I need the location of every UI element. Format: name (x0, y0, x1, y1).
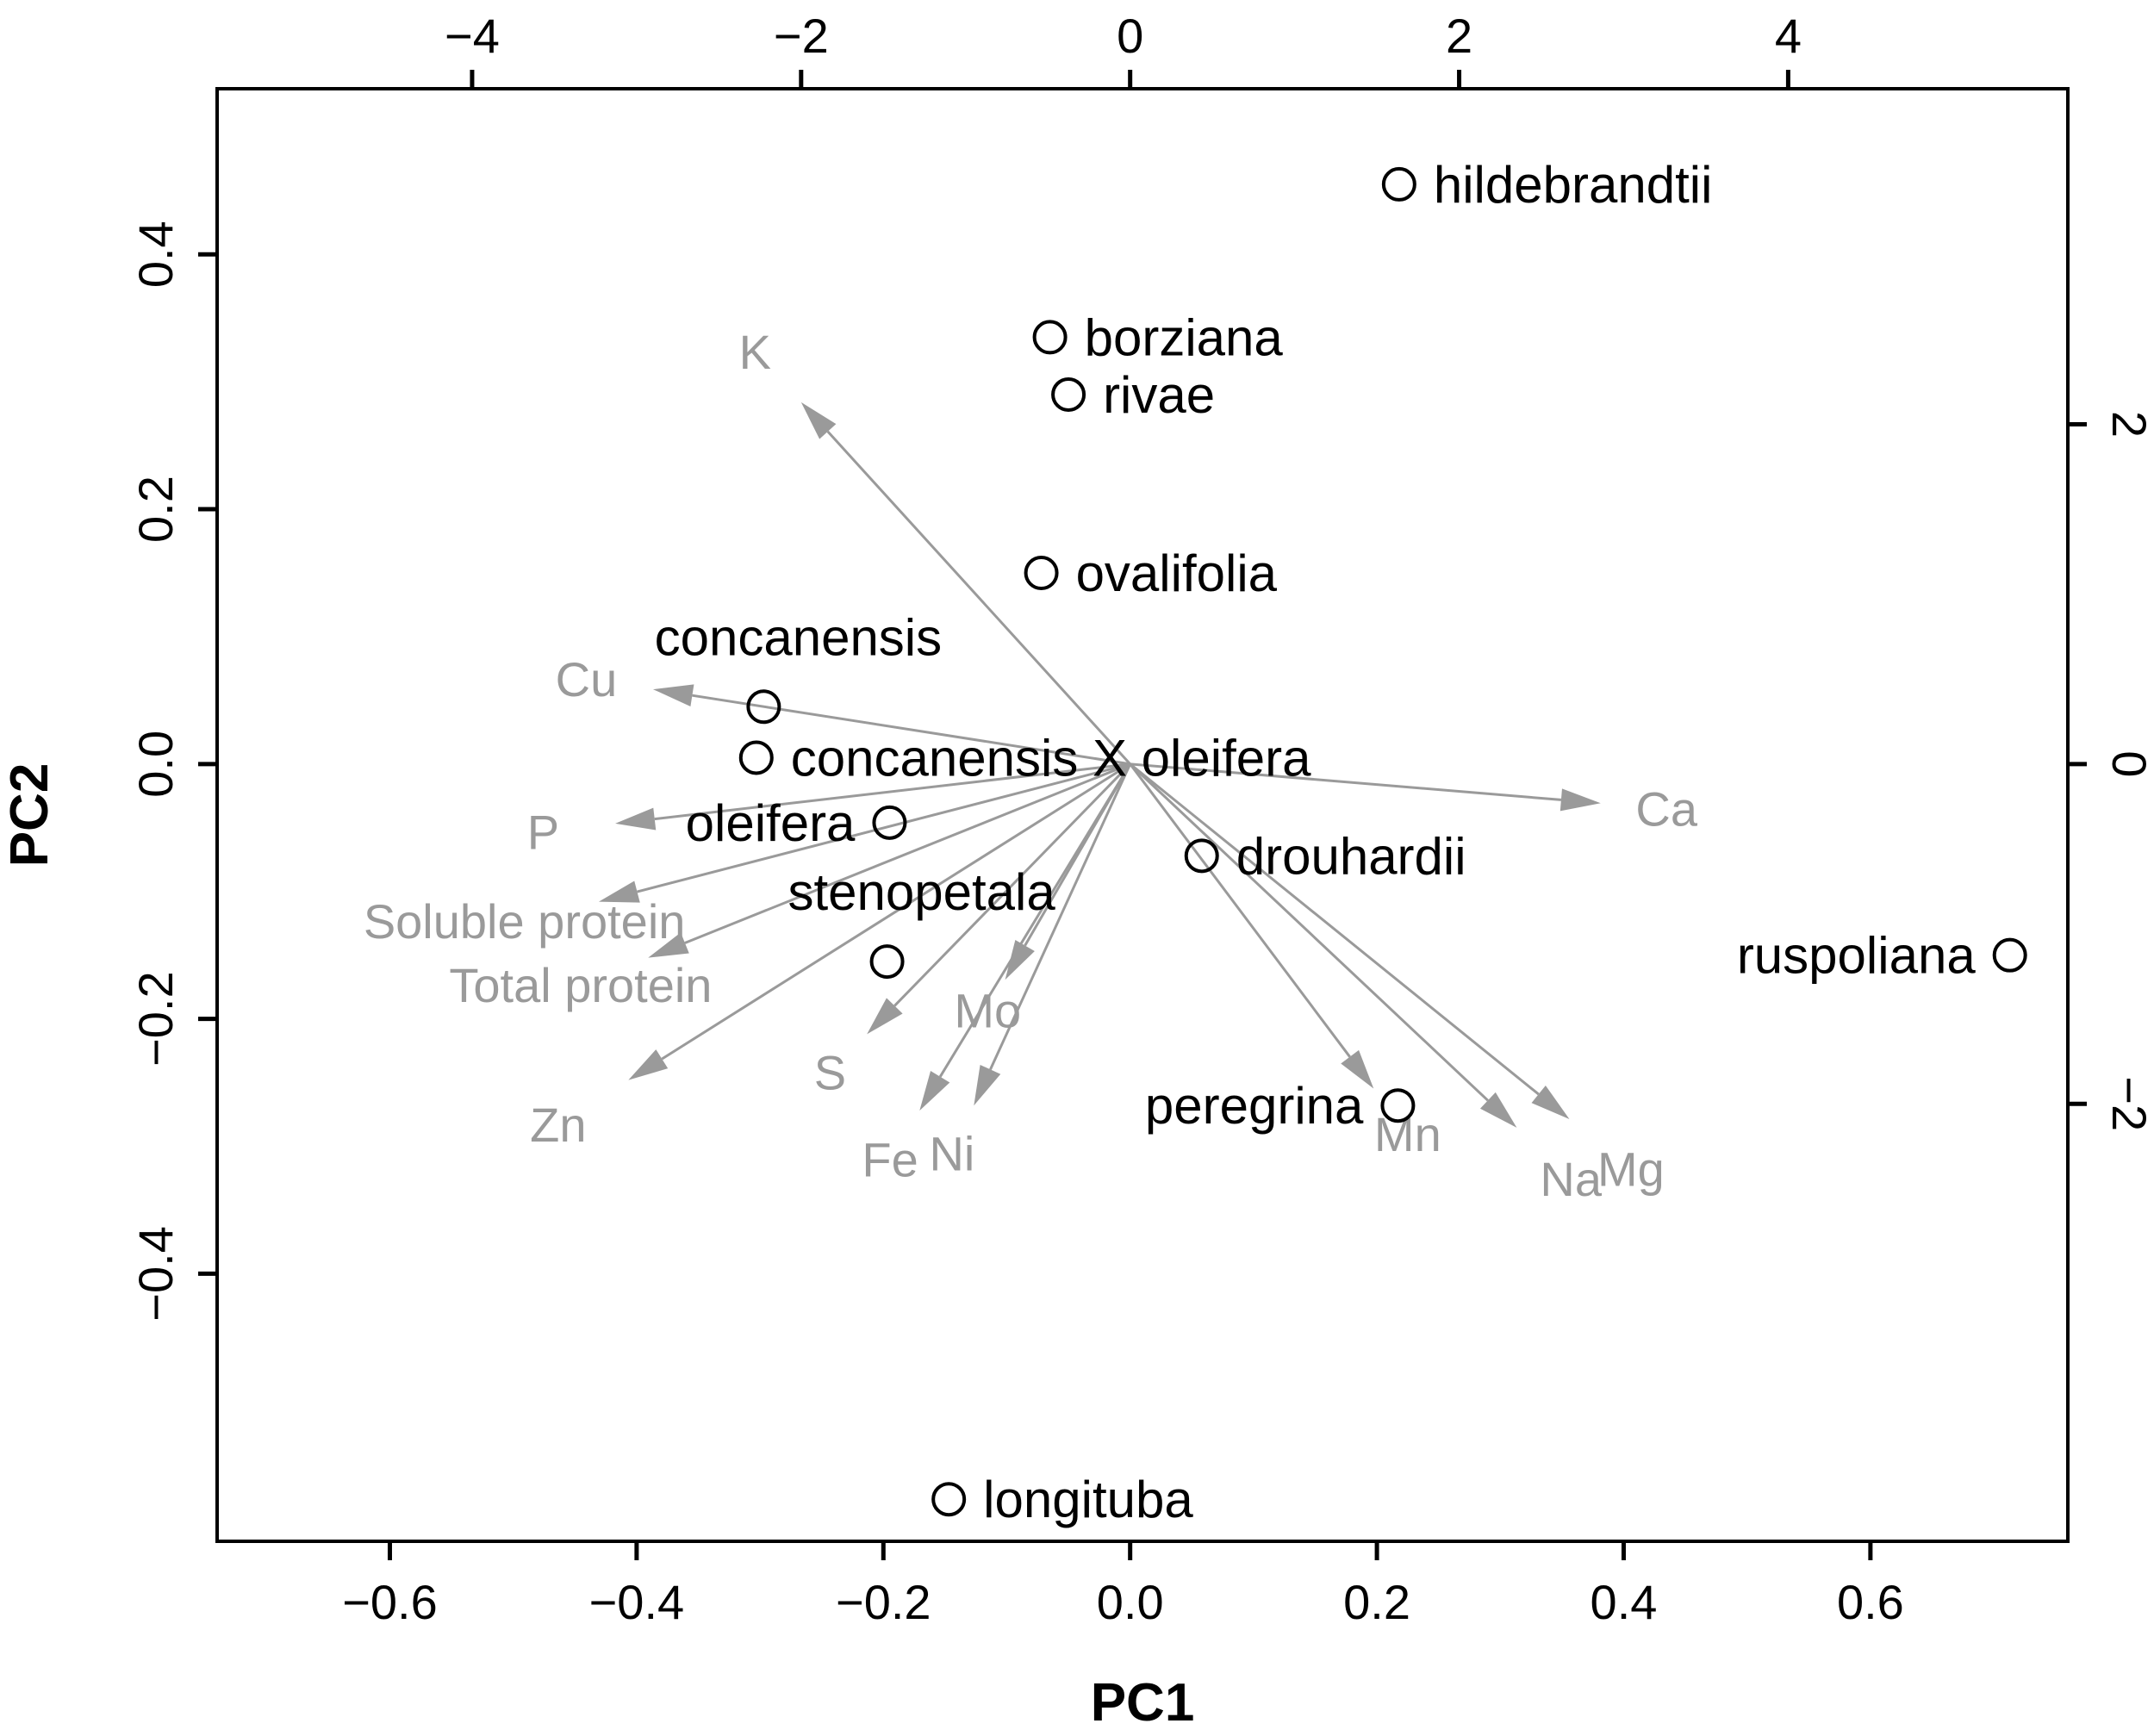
y-tick-label: 0.4 (128, 221, 183, 288)
loading-arrowhead-k (800, 401, 837, 439)
point-label-ovalifolia: ovalifolia (1076, 544, 1278, 602)
loading-arrowhead-ni (974, 1064, 1001, 1106)
loading-line-cu (692, 694, 1130, 766)
loading-line-zn (661, 762, 1131, 1061)
loading-line-mg (1129, 762, 1540, 1096)
loading-line-s (893, 762, 1131, 1007)
point-stenopetala (869, 944, 905, 980)
y-tick-label: 0.2 (128, 476, 183, 543)
y-tick-label: 0.0 (128, 731, 183, 798)
loading-line-ca (1130, 762, 1562, 801)
loading-label-ni: Ni (929, 1127, 974, 1181)
y-axis-title: PC2 (0, 763, 59, 868)
loading-label-fe: Fe (862, 1132, 918, 1186)
loading-label-p: P (527, 806, 559, 860)
point-label-rivae: rivae (1103, 366, 1215, 424)
point-label-ruspoliana: ruspoliana (1737, 927, 1976, 985)
point-concanensis-x-oleifera (738, 740, 774, 775)
loading-arrowhead-cu (652, 684, 694, 707)
point-label-drouhardii: drouhardii (1236, 827, 1466, 885)
point-ruspoliana (1992, 937, 2027, 973)
point-label-borziana: borziana (1085, 308, 1284, 366)
loading-line-ni (989, 763, 1132, 1070)
loading-label-zn: Zn (530, 1098, 586, 1152)
loading-arrowhead-soluble-protein (598, 880, 640, 903)
loading-label-mo: Mo (954, 983, 1021, 1037)
top-tick-label: −4 (445, 9, 500, 63)
y-axis-left: −0.4 −0.2 0.0 0.2 0.4 (128, 221, 217, 1322)
x-axis-top: −4 −2 0 2 4 (445, 9, 1802, 89)
plot-frame (215, 87, 2070, 1543)
loading-arrowhead-p (615, 807, 657, 831)
point-drouhardii (1184, 838, 1219, 874)
x-tick-label: −0.2 (836, 1575, 931, 1629)
point-peregrina (1380, 1088, 1416, 1123)
x-tick-label: 0.6 (1837, 1575, 1904, 1629)
x-axis-title: PC1 (1091, 1673, 1195, 1733)
point-ovalifolia (1024, 556, 1059, 590)
y-tick-label: −0.2 (128, 971, 183, 1067)
point-label-concanensis-x-oleifera: concanensis X oleifera (791, 729, 1311, 787)
point-label-longituba: longituba (983, 1471, 1193, 1528)
top-tick-label: −2 (774, 9, 829, 63)
loading-line-p (654, 762, 1130, 821)
right-tick-label: −2 (2102, 1076, 2154, 1131)
loading-label-mg: Mg (1597, 1142, 1665, 1197)
loading-arrowhead-zn (628, 1049, 669, 1080)
x-tick-label: −0.6 (342, 1575, 438, 1629)
y-axis-right: −2 0 2 (2068, 411, 2154, 1131)
loading-line-na (1129, 762, 1489, 1102)
right-tick-label: 0 (2102, 750, 2154, 777)
point-borziana (1032, 320, 1068, 355)
loading-line-total-protein (684, 762, 1131, 944)
loading-arrowhead-mo (1005, 939, 1035, 980)
right-tick-label: 2 (2102, 411, 2154, 438)
x-tick-label: 0.2 (1343, 1575, 1410, 1629)
point-rivae (1051, 376, 1086, 412)
top-tick-label: 4 (1775, 9, 1802, 63)
loading-label-cu: Cu (556, 652, 618, 706)
y-tick-label: −0.4 (128, 1226, 183, 1322)
loading-label-s: S (814, 1045, 846, 1099)
point-hildebrandtii (1381, 166, 1416, 202)
loading-label-k: K (739, 325, 771, 379)
point-label-oleifera: oleifera (686, 794, 856, 852)
top-tick-label: 0 (1117, 9, 1143, 63)
loading-arrowhead-s (867, 998, 903, 1035)
loading-arrowhead-mg (1531, 1085, 1570, 1119)
x-tick-label: 0.0 (1097, 1575, 1164, 1629)
point-longituba (931, 1482, 967, 1517)
point-concanensis (746, 689, 781, 725)
x-tick-label: −0.4 (589, 1575, 685, 1629)
loading-vectors: K Cu P Soluble protein Total protein Zn S Fe Ni M… (364, 325, 1698, 1206)
loading-label-total-protein: Total protein (449, 958, 712, 1012)
loading-arrowhead-fe (919, 1071, 950, 1111)
point-label-peregrina: peregrina (1145, 1077, 1364, 1135)
loading-label-na: Na (1540, 1152, 1602, 1206)
loading-label-soluble-protein: Soluble protein (364, 894, 686, 949)
point-label-stenopetala: stenopetala (788, 863, 1055, 921)
top-tick-label: 2 (1446, 9, 1472, 63)
point-label-concanensis: concanensis (655, 608, 943, 666)
loading-arrowhead-mn (1341, 1049, 1374, 1089)
x-tick-label: 0.4 (1591, 1575, 1658, 1629)
point-oleifera (872, 805, 907, 840)
loading-line-soluble-protein (637, 762, 1131, 893)
loading-label-ca: Ca (1635, 782, 1697, 837)
loading-line-mn (1129, 762, 1351, 1058)
point-label-hildebrandtii: hildebrandtii (1434, 156, 1713, 214)
loading-arrowhead-ca (1559, 788, 1601, 812)
loading-arrowhead-total-protein (648, 932, 689, 958)
loading-arrowhead-na (1479, 1092, 1517, 1128)
x-axis-bottom: −0.6 −0.4 −0.2 0.0 0.2 0.4 0.6 (342, 1541, 1904, 1629)
loading-line-mo (1024, 763, 1131, 947)
loading-line-k (826, 430, 1131, 765)
